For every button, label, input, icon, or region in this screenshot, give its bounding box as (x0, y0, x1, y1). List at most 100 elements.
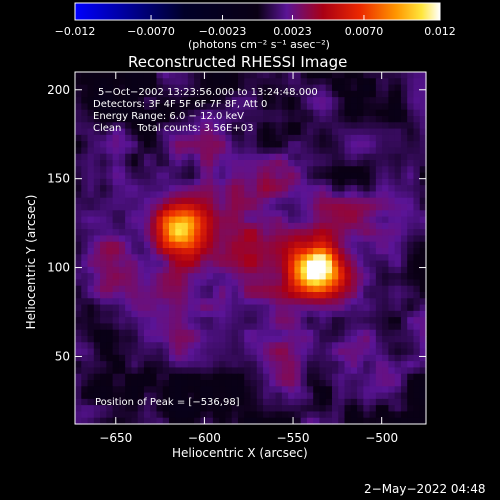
colorbar-frame (74, 2, 441, 21)
heatmap-cell (382, 342, 389, 350)
heatmap-cell (357, 380, 364, 387)
heatmap-cell (143, 373, 151, 381)
heatmap-cell (194, 166, 201, 174)
heatmap-cell (400, 260, 408, 268)
heatmap-cell (156, 103, 164, 111)
heatmap-cell (388, 248, 396, 255)
heatmap-cell (407, 147, 415, 155)
heatmap-cell (350, 298, 358, 306)
heatmap-cell (219, 72, 227, 79)
heatmap-cell (87, 128, 95, 136)
heatmap-cell (375, 292, 383, 299)
heatmap-cell (187, 216, 195, 224)
heatmap-cell (194, 78, 201, 86)
heatmap-cell (325, 348, 333, 356)
heatmap-cell (125, 323, 133, 331)
heatmap-cell (219, 204, 227, 211)
heatmap-cell (106, 197, 114, 205)
heatmap-cell (313, 109, 321, 117)
heatmap-cell (357, 336, 364, 343)
heatmap-cell (263, 342, 270, 350)
heatmap-cell (87, 373, 95, 381)
heatmap-cell (175, 279, 183, 287)
heatmap-cell (175, 134, 183, 142)
heatmap-cell (413, 185, 421, 193)
heatmap-cell (394, 411, 402, 419)
heatmap-cell (344, 191, 352, 199)
heatmap-cell (388, 310, 396, 318)
heatmap-cell (382, 90, 389, 98)
heatmap-cell (181, 166, 189, 174)
heatmap-cell (419, 405, 427, 413)
heatmap-cell (263, 103, 270, 111)
heatmap-cell (181, 323, 189, 331)
heatmap-cell (175, 354, 183, 362)
heatmap-cell (388, 116, 396, 123)
heatmap-cell (306, 260, 314, 268)
heatmap-cell (131, 292, 139, 299)
heatmap-cell (181, 342, 189, 350)
heatmap-cell (388, 103, 396, 111)
heatmap-cell (125, 222, 133, 230)
heatmap-cell (256, 367, 264, 375)
heatmap-cell (156, 329, 164, 337)
heatmap-cell (187, 348, 195, 356)
heatmap-cell (344, 298, 352, 306)
heatmap-cell (400, 380, 408, 387)
heatmap-cell (244, 172, 252, 180)
heatmap-cell (394, 348, 402, 356)
heatmap-cell (81, 273, 89, 281)
heatmap-cell (175, 210, 183, 218)
heatmap-cell (200, 103, 208, 111)
heatmap-cell (150, 292, 158, 299)
heatmap-cell (181, 417, 189, 425)
heatmap-cell (294, 216, 302, 224)
heatmap-cell (419, 197, 427, 205)
heatmap-cell (81, 373, 89, 381)
heatmap-cell (175, 260, 183, 268)
heatmap-cell (250, 166, 258, 174)
heatmap-cell (162, 266, 170, 274)
heatmap-cell (382, 235, 389, 243)
heatmap-cell (75, 166, 82, 174)
heatmap-cell (350, 285, 358, 293)
heatmap-cell (112, 222, 120, 230)
heatmap-cell (263, 361, 270, 369)
heatmap-cell (131, 361, 139, 369)
heatmap-cell (419, 248, 427, 255)
heatmap-cell (281, 323, 289, 331)
heatmap-cell (300, 348, 308, 356)
heatmap-cell (263, 323, 270, 331)
heatmap-cell (93, 348, 101, 356)
heatmap-cell (219, 160, 227, 167)
heatmap-cell (143, 116, 151, 123)
y-tick-label: 150 (47, 172, 70, 186)
heatmap-cell (181, 279, 189, 287)
heatmap-cell (137, 229, 145, 237)
heatmap-cell (100, 292, 107, 299)
heatmap-cell (100, 411, 107, 419)
heatmap-cell (363, 273, 371, 281)
heatmap-cell (206, 417, 214, 425)
heatmap-cell (350, 97, 358, 105)
heatmap-cell (75, 97, 82, 105)
heatmap-cell (200, 417, 208, 425)
heatmap-cell (225, 210, 233, 218)
heatmap-cell (143, 229, 151, 237)
heatmap-cell (256, 103, 264, 111)
heatmap-cell (275, 405, 283, 413)
heatmap-cell (331, 185, 339, 193)
heatmap-cell (106, 398, 114, 406)
heatmap-cell (93, 354, 101, 362)
heatmap-cell (131, 417, 139, 425)
heatmap-cell (288, 90, 295, 98)
heatmap-cell (181, 361, 189, 369)
heatmap-cell (112, 166, 120, 174)
heatmap-cell (382, 103, 389, 111)
heatmap-cell (375, 191, 383, 199)
heatmap-cell (325, 78, 333, 86)
heatmap-cell (212, 336, 220, 343)
heatmap-cell (263, 122, 270, 130)
heatmap-cell (137, 317, 145, 325)
heatmap-cell (143, 279, 151, 287)
